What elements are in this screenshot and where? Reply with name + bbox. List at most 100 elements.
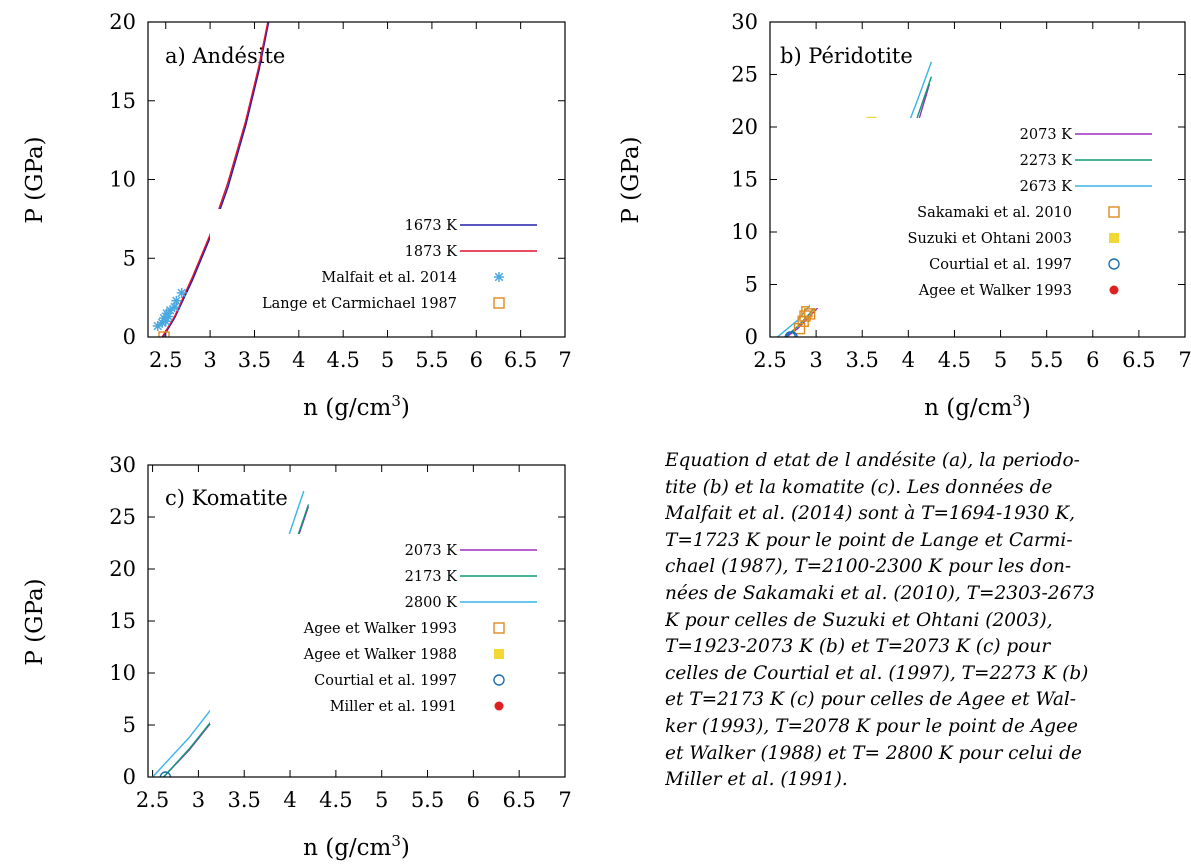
panel-label: c) Komatite: [165, 486, 288, 510]
y-tick-label: 20: [731, 115, 758, 139]
x-tick-label: 3.5: [228, 788, 261, 812]
caption-line: et T=2173 K (c) pour celles de Agee et W…: [665, 689, 1077, 711]
x-axis-label: n (g/cm3): [303, 392, 410, 421]
x-tick-label: 6: [467, 788, 480, 812]
legend-marker: [494, 649, 504, 659]
legend-label: Lange et Carmichael 1987: [262, 296, 457, 312]
caption-line: et Walker (1988) et T= 2800 K pour celui…: [665, 742, 1082, 764]
legend-bg: [210, 209, 535, 321]
y-axis-label: P (GPa): [618, 136, 644, 223]
data-point: [803, 308, 816, 320]
legend-label: Miller et al. 1991: [330, 699, 457, 715]
legend-label: Courtial et al. 1997: [314, 673, 457, 689]
caption-line: Malfait et al. (2014) sont à T=1694-1930…: [665, 503, 1075, 525]
legend-label: Courtial et al. 1997: [929, 257, 1072, 273]
plot-frame: [147, 464, 566, 778]
x-tick-label: 2.5: [149, 348, 182, 372]
legend-marker: [1108, 258, 1120, 270]
x-tick-label: 2.5: [753, 348, 786, 372]
legend-marker: [1109, 285, 1119, 295]
y-tick-label: 30: [731, 10, 758, 34]
x-axis-label-sup: 3: [391, 392, 401, 410]
x-axis-label: n (g/cm3): [924, 392, 1031, 421]
y-tick-label: 20: [109, 10, 136, 34]
legend-label: Agee et Walker 1988: [303, 647, 457, 663]
data-point: [786, 331, 798, 337]
caption-line: ker (1993), T=2078 K pour le point de Ag…: [665, 715, 1078, 737]
legend-label: 2800 K: [405, 595, 459, 611]
x-tick-label: 7: [558, 348, 571, 372]
data-point: [801, 306, 813, 318]
panel-label: b) Péridotite: [780, 44, 913, 68]
data-point: [171, 295, 182, 306]
legend-label: Suzuki et Ohtani 2003: [908, 231, 1072, 247]
x-tick-label: 4: [902, 348, 915, 372]
panel-label: a) Andésite: [165, 44, 285, 68]
y-tick-label: 20: [109, 557, 136, 581]
x-tick-label: 7: [1178, 348, 1191, 372]
data-point: [176, 287, 187, 298]
x-tick-label: 6: [1086, 348, 1099, 372]
legend-label: Agee et Walker 1993: [303, 621, 457, 637]
x-tick-label: 4: [292, 348, 305, 372]
x-tick-label: 5: [994, 348, 1007, 372]
x-tick-label: 4.5: [938, 348, 971, 372]
x-tick-label: 3: [809, 348, 822, 372]
y-tick-label: 10: [109, 168, 136, 192]
x-tick-label: 3: [203, 348, 216, 372]
x-tick-label: 5.5: [1030, 348, 1063, 372]
x-tick-label: 5.5: [411, 788, 444, 812]
x-tick-label: 4.5: [319, 788, 352, 812]
x-axis-label-tail: ): [401, 835, 410, 861]
x-axis-label-tail: ): [1022, 395, 1031, 421]
caption-line: Miller et al. (1991).: [665, 769, 848, 791]
x-tick-label: 3.5: [846, 348, 879, 372]
figure-caption: Equation d etat de l andésite (a), la pe…: [665, 448, 1185, 794]
data-point: [165, 305, 176, 316]
y-tick-label: 15: [731, 168, 758, 192]
legend-marker: [494, 272, 504, 282]
x-tick-label: 5: [381, 348, 394, 372]
y-tick-label: 25: [109, 505, 136, 529]
y-tick-label: 25: [731, 63, 758, 87]
y-tick-label: 0: [745, 325, 758, 349]
star-stroke: [177, 288, 186, 298]
y-tick-label: 30: [109, 453, 136, 477]
plot-area: [152, 22, 270, 337]
caption-line: chael (1987), T=2100-2300 K pour les don…: [665, 556, 1072, 578]
caption-line: T=1923-2073 K (b) et T=2073 K (c) pour: [665, 636, 1051, 658]
legend-label: 1673 K: [405, 218, 459, 234]
x-axis-label-text: n (g/cm: [924, 395, 1012, 421]
caption-line: K pour celles de Suzuki et Ohtani (2003)…: [665, 609, 1053, 631]
legend-label: 1873 K: [405, 244, 459, 260]
y-tick-label: 0: [123, 765, 136, 789]
legend-label: 2073 K: [405, 543, 459, 559]
caption-line: nées de Sakamaki et al. (2010), T=2303-2…: [665, 582, 1095, 604]
x-tick-label: 2.5: [136, 788, 169, 812]
x-tick-label: 7: [558, 788, 571, 812]
y-tick-label: 15: [109, 89, 136, 113]
x-tick-label: 3: [192, 788, 205, 812]
x-tick-label: 4: [283, 788, 296, 812]
x-tick-label: 6.5: [502, 788, 535, 812]
y-tick-label: 10: [731, 220, 758, 244]
legend-bg: [210, 534, 535, 724]
legend-marker: [493, 622, 505, 634]
x-tick-label: 4.5: [326, 348, 359, 372]
x-tick-label: 6: [470, 348, 483, 372]
x-axis-label-text: n (g/cm: [303, 395, 391, 421]
legend: 2073 K 2273 K 2673 K Sakamaki et al. 2010 Su…: [810, 118, 1152, 308]
caption-line: celles de Courtial et al. (1997), T=2273…: [665, 662, 1089, 684]
y-tick-label: 0: [123, 325, 136, 349]
x-tick-label: 3.5: [238, 348, 271, 372]
x-axis-label-text: n (g/cm: [303, 835, 391, 861]
x-tick-label: 6.5: [1122, 348, 1155, 372]
caption-line: T=1723 K pour le point de Lange et Carmi…: [665, 529, 1073, 551]
legend-marker: [493, 674, 505, 686]
caption-line: tite (b) et la komatite (c). Les données…: [665, 476, 1053, 498]
x-axis-label: n (g/cm3): [303, 832, 410, 861]
y-axis-label: P (GPa): [22, 578, 48, 665]
legend-label: Malfait et al. 2014: [321, 270, 457, 286]
